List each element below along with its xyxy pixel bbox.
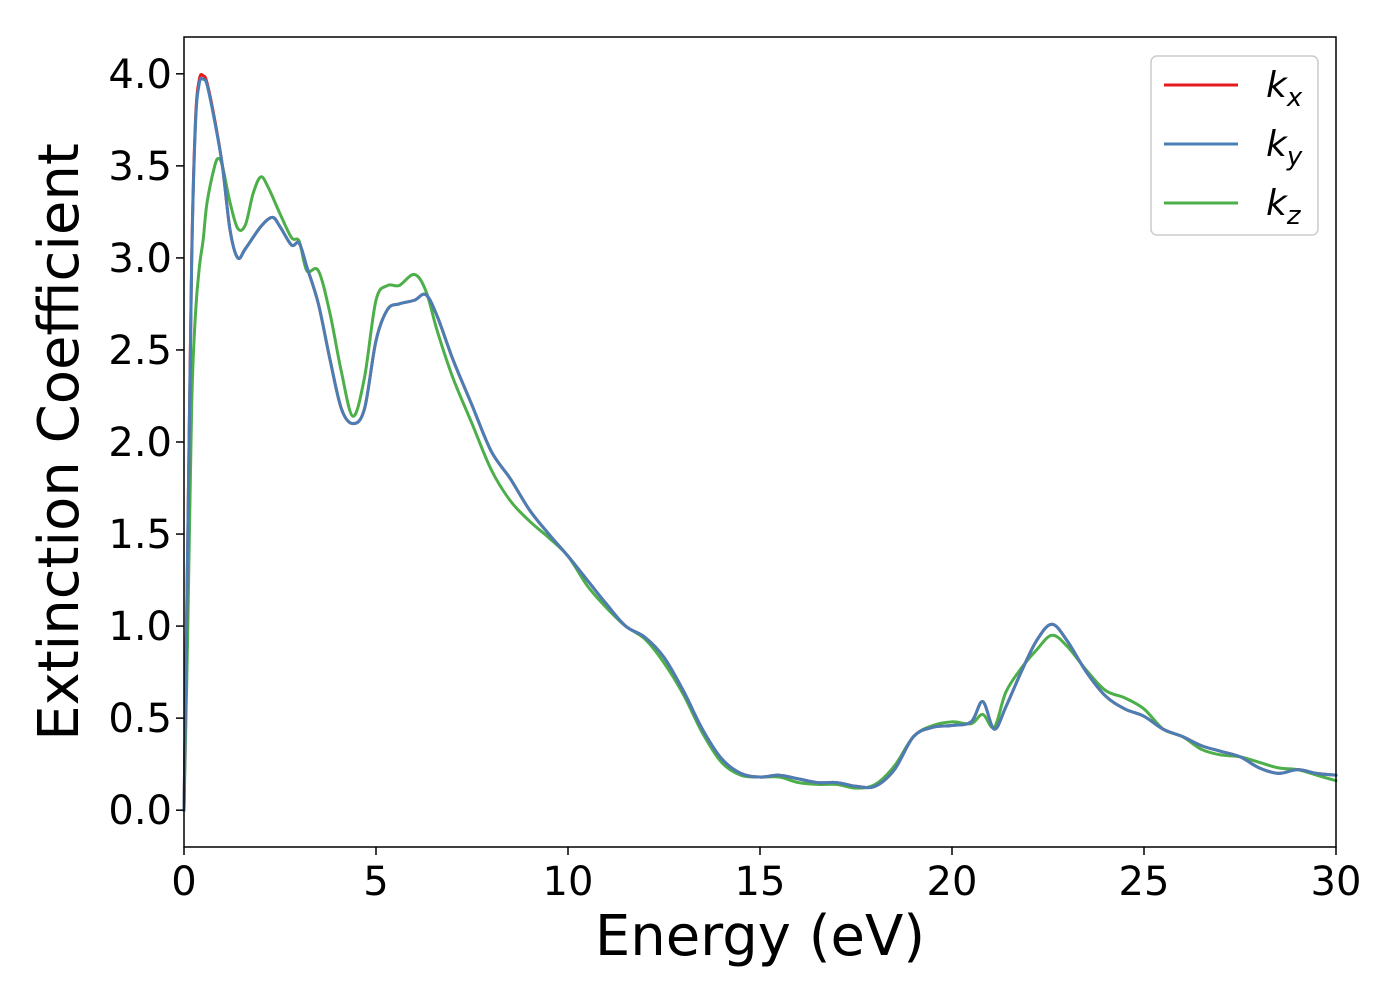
x-tick-label: 0 [171,859,196,905]
series-line-k-y [182,76,1338,812]
legend-label-y: ky [1266,124,1303,172]
x-tick-label: 20 [927,859,978,905]
series-layer [182,73,1338,812]
y-tick-label: 2.0 [108,420,172,466]
y-tick-label: 3.5 [108,144,172,190]
plot-area [184,37,1336,847]
x-tick-label: 10 [543,859,594,905]
x-tick-label: 25 [1119,859,1170,905]
x-tick-label: 30 [1311,859,1362,905]
y-axis-ticks: 0.0 0.5 1.0 1.5 2.0 2.5 3.0 3.5 4.0 [108,52,184,834]
y-tick-label: 0.0 [108,788,172,834]
x-tick-label: 15 [735,859,786,905]
legend: kx ky kz [1150,55,1319,236]
x-tick-label: 5 [363,859,388,905]
legend-label-z: kz [1266,183,1302,231]
legend-label-x: kx [1266,65,1303,113]
y-tick-label: 3.0 [108,236,172,282]
y-tick-label: 0.5 [108,696,172,742]
y-tick-label: 4.0 [108,52,172,98]
x-axis-label: Energy (eV) [595,904,925,969]
y-tick-label: 1.0 [108,604,172,650]
y-tick-label: 1.5 [108,512,172,558]
x-axis-ticks: 0 5 10 15 20 25 30 [171,847,1361,905]
y-axis-label: Extinction Coefficient [27,143,92,741]
y-tick-label: 2.5 [108,328,172,374]
